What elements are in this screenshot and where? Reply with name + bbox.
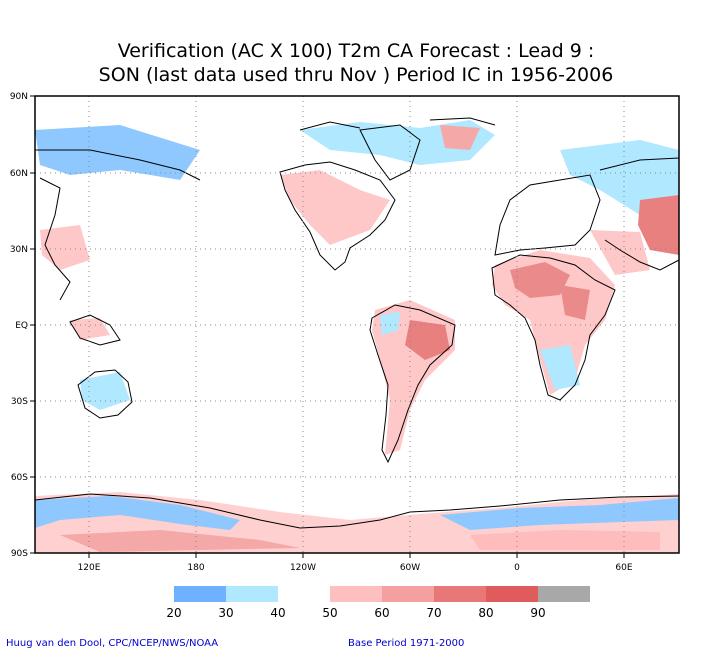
legend-label-90: 90 — [530, 606, 545, 620]
color-legend: 20 30 40 50 60 70 80 90 — [166, 586, 590, 620]
coast-arctic-islands — [299, 117, 496, 131]
antarctic-blue — [35, 496, 240, 530]
lat-label-30s: 30S — [11, 397, 28, 407]
coast-asia — [35, 149, 680, 301]
legend-box-4 — [382, 586, 434, 602]
north-america-shading — [280, 170, 390, 245]
lat-label-30n: 30N — [10, 245, 28, 255]
legend-labels: 20 30 40 50 60 70 80 90 — [166, 606, 545, 620]
lon-label-0: 0 — [514, 563, 520, 573]
legend-box-7 — [538, 586, 590, 602]
coast-south-america — [369, 304, 456, 464]
gridlines — [35, 96, 679, 553]
africa-blue — [540, 345, 580, 390]
coast-maritime — [69, 314, 121, 346]
australia-blue — [80, 372, 130, 410]
legend-box-6 — [486, 586, 538, 602]
lat-label-60s: 60S — [11, 473, 28, 483]
legend-box-5 — [434, 586, 486, 602]
lat-label-90s: 90S — [11, 549, 28, 559]
title-line-1: Verification (AC X 100) T2m CA Forecast … — [117, 40, 595, 62]
eurasia-blue — [35, 125, 200, 180]
maritime-pink — [70, 318, 110, 340]
asia-pink — [590, 230, 650, 275]
coast-antarctica — [34, 493, 680, 529]
legend-box-2 — [278, 586, 330, 602]
legend-label-40: 40 — [270, 606, 285, 620]
lon-label-180: 180 — [187, 563, 204, 573]
coast-europe — [494, 174, 601, 256]
lat-labels: 90N 60N 30N EQ 30S 60S 90S — [10, 92, 28, 559]
legend-label-50: 50 — [322, 606, 337, 620]
antarctic-pink-2 — [470, 530, 660, 550]
coastlines — [34, 117, 680, 529]
legend-box-3 — [330, 586, 382, 602]
lon-labels: 120E 180 120W 60W 0 60E — [78, 563, 633, 573]
coast-australia — [77, 369, 133, 419]
coast-greenland — [359, 124, 421, 181]
coast-africa — [491, 254, 616, 401]
legend-label-30: 30 — [218, 606, 233, 620]
credit-author: Huug van den Dool, CPC/NCEP/NWS/NOAA — [6, 638, 219, 649]
legend-box-1 — [226, 586, 278, 602]
eurasia-pink — [40, 225, 90, 270]
title-line-2: SON (last data used thru Nov ) Period IC… — [98, 64, 614, 86]
legend-label-60: 60 — [374, 606, 389, 620]
legend-box-0 — [174, 586, 226, 602]
credit-base-period: Base Period 1971-2000 — [348, 638, 465, 649]
legend-label-80: 80 — [478, 606, 493, 620]
legend-label-70: 70 — [426, 606, 441, 620]
legend-label-20: 20 — [166, 606, 181, 620]
south-america-blue — [380, 312, 400, 335]
legend-boxes — [174, 586, 590, 602]
antarctic-pink — [60, 530, 300, 552]
lat-label-90n: 90N — [10, 92, 28, 102]
antarctic-blue-2 — [440, 498, 679, 530]
asia-east-red — [638, 195, 679, 255]
asia-east-blue — [560, 140, 679, 215]
lon-label-120e: 120E — [78, 563, 101, 573]
correlation-shading — [35, 120, 679, 553]
lon-label-120w: 120W — [290, 563, 316, 573]
africa-red-2 — [560, 285, 590, 320]
africa-red — [510, 262, 570, 298]
tick-marks — [30, 95, 625, 558]
lon-label-60e: 60E — [615, 563, 632, 573]
lat-label-eq: EQ — [15, 321, 28, 331]
south-america-red — [405, 320, 450, 360]
arctic-pink — [440, 125, 480, 150]
lon-label-60w: 60W — [400, 563, 420, 573]
lat-label-60n: 60N — [10, 169, 28, 179]
